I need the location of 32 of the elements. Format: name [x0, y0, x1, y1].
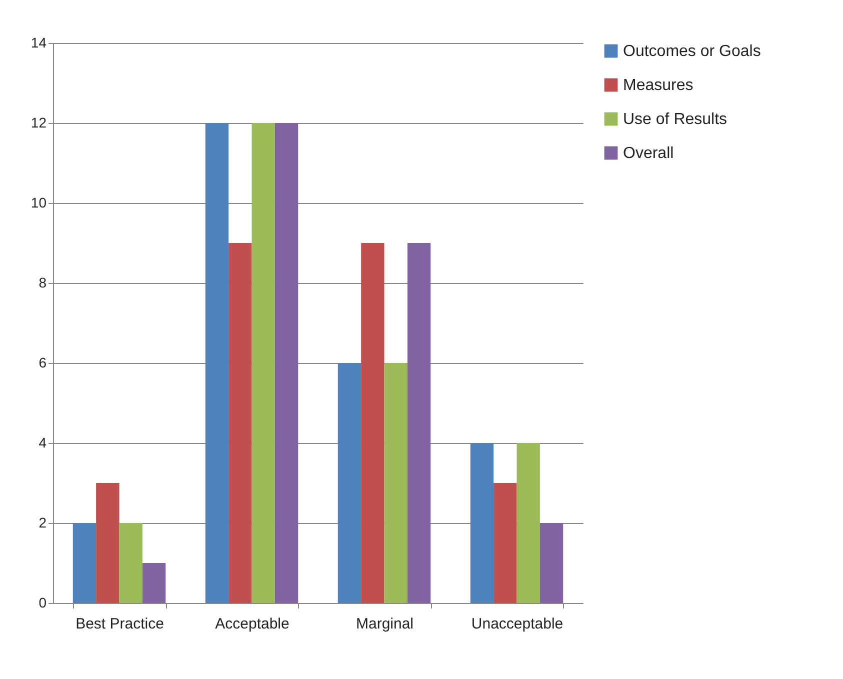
bar	[516, 443, 540, 603]
bar	[72, 523, 96, 603]
bar	[119, 523, 142, 603]
y-tick-label: 0	[38, 594, 47, 610]
y-tick-label: 4	[38, 434, 47, 450]
x-tick-label: Acceptable	[215, 616, 290, 632]
y-tick-label: 12	[30, 114, 47, 130]
bar	[274, 123, 298, 603]
bar	[407, 243, 431, 603]
y-tick-label: 2	[38, 514, 47, 530]
bar	[494, 483, 517, 603]
y-tick-label: 10	[30, 194, 47, 210]
bar	[384, 363, 408, 603]
bar	[142, 563, 166, 603]
bar	[361, 243, 384, 603]
bar	[96, 483, 120, 603]
y-tick-label: 14	[30, 34, 47, 50]
x-tick-label: Marginal	[356, 616, 414, 632]
bar	[470, 443, 494, 603]
bar	[205, 123, 229, 603]
bar	[338, 363, 362, 603]
legend-label: Overall	[623, 145, 674, 162]
bar	[540, 523, 564, 603]
legend-label: Outcomes or Goals	[623, 43, 761, 60]
legend-label: Use of Results	[623, 111, 728, 128]
y-tick-label: 6	[38, 354, 47, 370]
y-tick-label: 8	[38, 274, 47, 290]
x-tick-label: Unacceptable	[471, 616, 564, 632]
x-tick-label: Best Practice	[76, 616, 164, 632]
legend-label: Measures	[623, 77, 694, 94]
bar	[252, 123, 275, 603]
bar	[228, 243, 252, 603]
